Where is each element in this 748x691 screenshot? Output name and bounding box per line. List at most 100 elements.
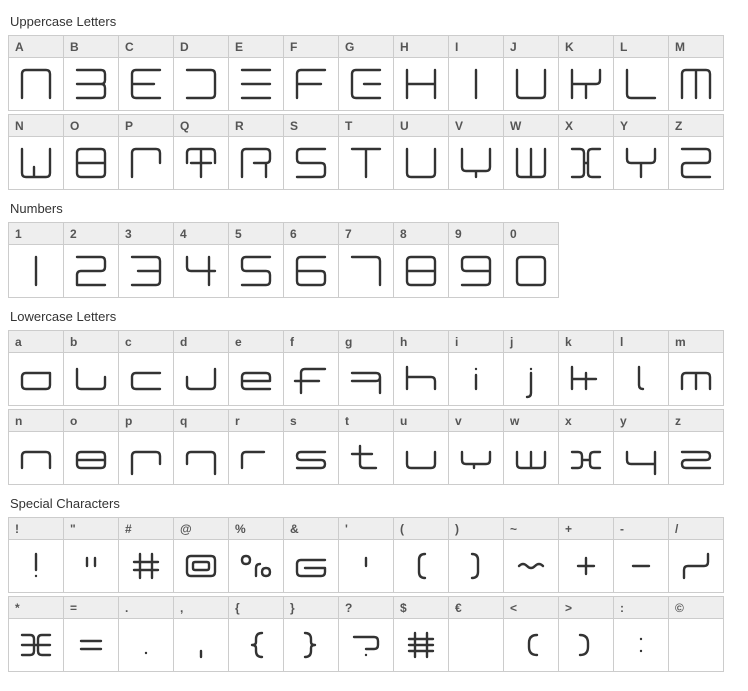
glyph-cell[interactable]: d <box>173 330 229 406</box>
glyph-cell[interactable]: = <box>63 596 119 672</box>
glyph-cell[interactable]: ) <box>448 517 504 593</box>
glyph-cell[interactable]: m <box>668 330 724 406</box>
glyph-label: j <box>504 331 558 353</box>
glyph-cell[interactable]: M <box>668 35 724 111</box>
glyph-cell[interactable]: Y <box>613 114 669 190</box>
glyph-cell[interactable]: s <box>283 409 339 485</box>
glyph-cell[interactable]: y <box>613 409 669 485</box>
glyph-cell[interactable]: S <box>283 114 339 190</box>
glyph-cell[interactable]: q <box>173 409 229 485</box>
glyph-cell[interactable]: 6 <box>283 222 339 298</box>
glyph-label: T <box>339 115 393 137</box>
glyph-cell[interactable]: # <box>118 517 174 593</box>
glyph-cell[interactable]: P <box>118 114 174 190</box>
glyph-cell[interactable]: p <box>118 409 174 485</box>
glyph-cell[interactable]: © <box>668 596 724 672</box>
glyph-cell[interactable]: ( <box>393 517 449 593</box>
glyph-cell[interactable]: l <box>613 330 669 406</box>
glyph-cell[interactable]: k <box>558 330 614 406</box>
glyph-cell[interactable]: 5 <box>228 222 284 298</box>
glyph-cell[interactable]: ? <box>338 596 394 672</box>
glyph-cell[interactable]: < <box>503 596 559 672</box>
glyph-cell[interactable]: * <box>8 596 64 672</box>
glyph-cell[interactable]: & <box>283 517 339 593</box>
glyph-cell[interactable]: B <box>63 35 119 111</box>
glyph-preview <box>174 58 228 110</box>
glyph-cell[interactable]: € <box>448 596 504 672</box>
glyph-cell[interactable]: % <box>228 517 284 593</box>
glyph-preview <box>504 58 558 110</box>
glyph-cell[interactable]: . <box>118 596 174 672</box>
glyph-cell[interactable]: F <box>283 35 339 111</box>
glyph-cell[interactable]: > <box>558 596 614 672</box>
glyph-cell[interactable]: ! <box>8 517 64 593</box>
glyph-cell[interactable]: T <box>338 114 394 190</box>
glyph-cell[interactable]: L <box>613 35 669 111</box>
glyph-cell[interactable]: 7 <box>338 222 394 298</box>
glyph-cell[interactable]: $ <box>393 596 449 672</box>
glyph-cell[interactable]: Q <box>173 114 229 190</box>
glyph-cell[interactable]: h <box>393 330 449 406</box>
glyph-cell[interactable]: K <box>558 35 614 111</box>
glyph-cell[interactable]: N <box>8 114 64 190</box>
glyph-cell[interactable]: 8 <box>393 222 449 298</box>
glyph-cell[interactable]: } <box>283 596 339 672</box>
glyph-cell[interactable]: H <box>393 35 449 111</box>
glyph-cell[interactable]: n <box>8 409 64 485</box>
glyph-cell[interactable]: - <box>613 517 669 593</box>
glyph-cell[interactable]: @ <box>173 517 229 593</box>
glyph-label: C <box>119 36 173 58</box>
glyph-cell[interactable]: u <box>393 409 449 485</box>
glyph-cell[interactable]: 1 <box>8 222 64 298</box>
glyph-cell[interactable]: W <box>503 114 559 190</box>
glyph-cell[interactable]: 2 <box>63 222 119 298</box>
glyph-cell[interactable]: f <box>283 330 339 406</box>
glyph-cell[interactable]: + <box>558 517 614 593</box>
glyph-cell[interactable]: ~ <box>503 517 559 593</box>
glyph-cell[interactable]: O <box>63 114 119 190</box>
glyph-cell[interactable]: v <box>448 409 504 485</box>
glyph-cell[interactable]: I <box>448 35 504 111</box>
glyph-preview <box>284 58 338 110</box>
glyph-cell[interactable]: " <box>63 517 119 593</box>
glyph-cell[interactable]: J <box>503 35 559 111</box>
glyph-cell[interactable]: 0 <box>503 222 559 298</box>
glyph-cell[interactable]: e <box>228 330 284 406</box>
glyph-label: W <box>504 115 558 137</box>
glyph-cell[interactable]: , <box>173 596 229 672</box>
glyph-cell[interactable]: 4 <box>173 222 229 298</box>
glyph-cell[interactable]: g <box>338 330 394 406</box>
glyph-cell[interactable]: U <box>393 114 449 190</box>
glyph-cell[interactable]: i <box>448 330 504 406</box>
glyph-cell[interactable]: A <box>8 35 64 111</box>
glyph-label: / <box>669 518 723 540</box>
glyph-cell[interactable]: c <box>118 330 174 406</box>
glyph-cell[interactable]: E <box>228 35 284 111</box>
glyph-cell[interactable]: V <box>448 114 504 190</box>
glyph-label: @ <box>174 518 228 540</box>
glyph-preview <box>614 432 668 484</box>
glyph-preview <box>64 137 118 189</box>
glyph-cell[interactable]: o <box>63 409 119 485</box>
glyph-cell[interactable]: ' <box>338 517 394 593</box>
glyph-cell[interactable]: r <box>228 409 284 485</box>
glyph-cell[interactable]: G <box>338 35 394 111</box>
glyph-cell[interactable]: x <box>558 409 614 485</box>
glyph-cell[interactable]: Z <box>668 114 724 190</box>
glyph-cell[interactable]: 3 <box>118 222 174 298</box>
glyph-cell[interactable]: a <box>8 330 64 406</box>
glyph-cell[interactable]: b <box>63 330 119 406</box>
glyph-cell[interactable]: w <box>503 409 559 485</box>
glyph-cell[interactable]: 9 <box>448 222 504 298</box>
glyph-cell[interactable]: { <box>228 596 284 672</box>
glyph-cell[interactable]: z <box>668 409 724 485</box>
glyph-cell[interactable]: D <box>173 35 229 111</box>
glyph-cell[interactable]: C <box>118 35 174 111</box>
glyph-preview <box>559 58 613 110</box>
glyph-cell[interactable]: / <box>668 517 724 593</box>
glyph-cell[interactable]: : <box>613 596 669 672</box>
glyph-cell[interactable]: X <box>558 114 614 190</box>
glyph-cell[interactable]: t <box>338 409 394 485</box>
glyph-cell[interactable]: j <box>503 330 559 406</box>
glyph-cell[interactable]: R <box>228 114 284 190</box>
